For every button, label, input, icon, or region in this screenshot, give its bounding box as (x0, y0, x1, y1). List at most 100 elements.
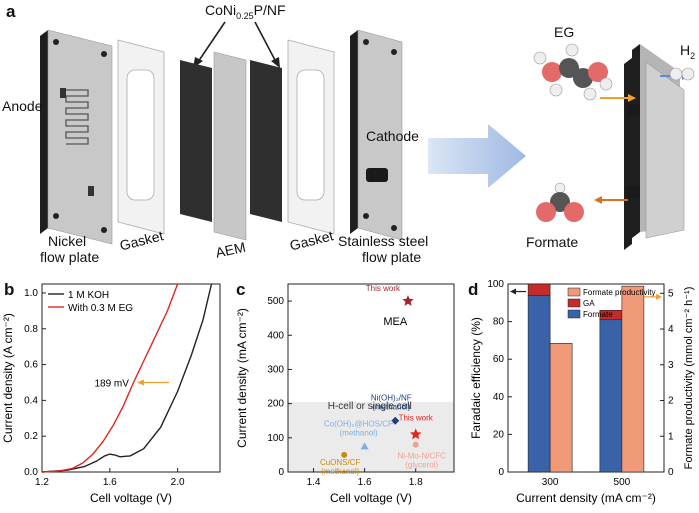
legend-label-0: Formate productivity (583, 288, 655, 297)
shift-arrow-head (136, 379, 144, 386)
y2-tick-label: 3 (668, 360, 674, 371)
panel-letter-b: b (4, 280, 15, 299)
y-axis-label: Faradaic efficiency (%) (469, 317, 483, 439)
anode-label: Anode (2, 98, 43, 114)
point-sublabel-5: (glycerol) (405, 461, 438, 470)
chart-d-faradaic: 0 20 40 60 80 100 0 1 2 3 4 5 300 500 Formate producti… (469, 279, 695, 505)
point-2 (391, 416, 400, 425)
x-tick-label: 1.2 (35, 477, 49, 488)
legend-swatch-0 (567, 287, 581, 297)
point-4 (341, 451, 348, 458)
point-label-0: This work (366, 284, 401, 293)
panel-letter-d: d (468, 280, 479, 299)
bar-ga-0 (527, 283, 551, 296)
aem-membrane (213, 51, 247, 241)
eg-label: EG (554, 24, 575, 40)
annotation-189mv: 189 mV (94, 378, 129, 389)
electrode-left (180, 60, 212, 222)
stainless-steel-flow-plate (350, 29, 403, 241)
point-sublabel-4: (methanol) (321, 467, 360, 476)
y2-tick-label: 1 (668, 431, 674, 442)
x-tick-label: 1.6 (103, 477, 117, 488)
plot-frame (507, 283, 665, 473)
nickel-flow-plate (40, 29, 113, 245)
point-3 (360, 442, 369, 450)
point-label-3: Co(OH)₂@HOS/CP (324, 419, 393, 428)
y-tick-label: 400 (267, 330, 284, 341)
y-tick-label: 0.0 (24, 467, 38, 478)
legend-label-2: Formate (583, 310, 613, 319)
y-tick-label: 0 (278, 467, 284, 478)
right-axis-arrowhead (656, 293, 662, 300)
cathode-label: Cathode (366, 128, 419, 144)
legend-label-0: 1 M KOH (68, 290, 109, 301)
h2-molecule-icon (669, 67, 695, 81)
nickel-plate-label-2: flow plate (40, 249, 100, 265)
bar-formate-0 (527, 294, 551, 473)
y2-tick-label: 0 (668, 467, 674, 478)
steel-plate-label-1: Stainless steel (338, 233, 429, 249)
x-tick-label: 1.4 (307, 477, 321, 488)
y-axis-label: Current density (mA cm⁻²) (235, 308, 249, 448)
bar-productivity-1 (621, 285, 645, 473)
legend-label-1: GA (583, 299, 595, 308)
point-label-4: CuONS/CF (320, 458, 361, 467)
x-tick-label: 300 (542, 477, 559, 488)
y-tick-label: 0 (498, 467, 504, 478)
catalyst-arrow-right (254, 21, 277, 63)
y-axis-label: Current density (A cm⁻²) (1, 313, 15, 443)
y2-tick-label: 2 (668, 396, 674, 407)
y-tick-label: 60 (493, 354, 505, 365)
y-tick-label: 80 (493, 317, 505, 328)
x-axis-label: Cell voltage (V) (90, 491, 172, 505)
y-tick-label: 0.4 (24, 395, 38, 406)
legend-swatch-1 (567, 298, 581, 308)
plot-frame (41, 283, 221, 473)
formate-label: Formate (526, 234, 579, 250)
point-label-5: Ni-Mo-N/CFC (397, 452, 446, 461)
bar-productivity-0 (549, 343, 573, 473)
formate-molecule (536, 182, 584, 222)
y-tick-label: 0.6 (24, 360, 38, 371)
y-tick-label: 0.2 (24, 431, 38, 442)
point-label-1: This work (399, 413, 434, 422)
plot-frame (287, 283, 455, 473)
panel-letter-c: c (236, 280, 246, 299)
y-tick-label: 100 (487, 279, 504, 290)
y-tick-label: 0.8 (24, 324, 38, 335)
assembly-arrow (428, 124, 526, 188)
x-tick-label: 1.6 (358, 477, 372, 488)
y-tick-label: 100 (267, 433, 284, 444)
nickel-plate-label-1: Nickel (48, 233, 87, 249)
eg-molecule (533, 43, 613, 101)
y-tick-label: 1.0 (24, 288, 38, 299)
point-label-2: Ni(OH)₂/NF (371, 394, 412, 403)
y2-axis-label: Formate productivity (mmol cm⁻² h⁻¹) (683, 287, 695, 470)
y2-tick-label: 4 (668, 324, 674, 335)
gasket-right (287, 39, 335, 235)
series-line-1 (41, 283, 179, 473)
series-line-0 (41, 283, 213, 473)
point-sublabel-2: (methanol) (372, 403, 411, 412)
y-tick-label: 200 (267, 399, 284, 410)
x-tick-label: 2.0 (171, 477, 185, 488)
region-label-hcell: H-cell or single cell (328, 401, 412, 412)
x-tick-label: 1.8 (409, 477, 423, 488)
y-tick-label: 20 (493, 429, 505, 440)
x-axis-label: Current density (mA cm⁻²) (516, 491, 656, 505)
exploded-cell-illustration (40, 21, 690, 250)
point-1 (410, 428, 422, 440)
region-label-mea: MEA (383, 316, 408, 328)
legend-swatch-2 (567, 309, 581, 319)
chart-c-benchmark: 1.4 1.6 1.8 0 100 200 300 400 500 Cell voltage (V… (235, 283, 455, 505)
catalyst-arrow-left (197, 21, 226, 63)
steel-plate-label-2: flow plate (362, 249, 422, 265)
y-tick-label: 300 (267, 364, 284, 375)
point-0 (402, 295, 414, 306)
x-tick-label: 500 (614, 477, 631, 488)
left-axis-arrowhead (510, 288, 516, 295)
electrode-right (250, 60, 282, 222)
h-cell-region (288, 401, 454, 472)
y-tick-label: 40 (493, 392, 505, 403)
chart-b-jv-curves: 1.2 1.6 2.0 0.0 0.2 0.4 0.6 0.8 1.0 Cell voltage … (1, 283, 221, 505)
